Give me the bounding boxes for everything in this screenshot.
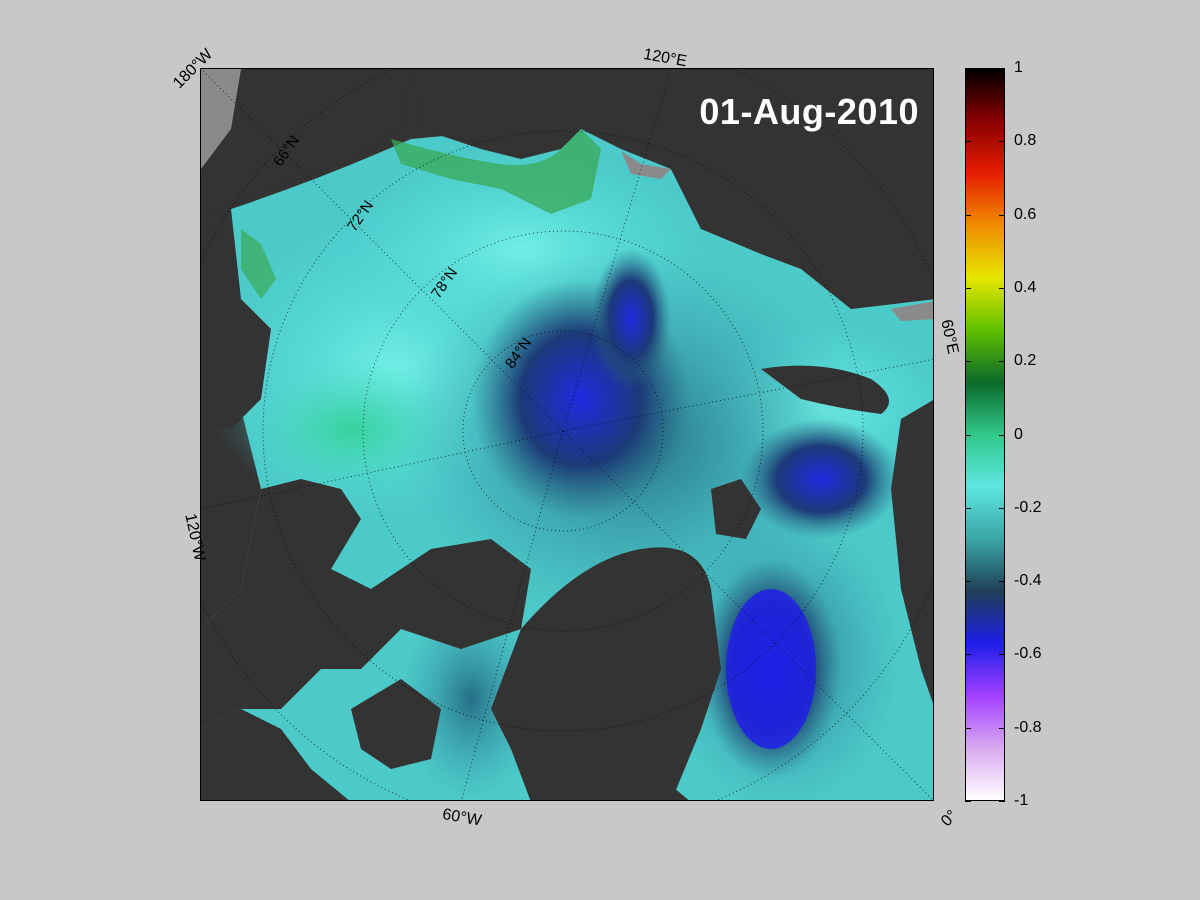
colorbar-tick-label: -0.6 [1014,645,1042,663]
polar-stereographic-map [201,69,933,800]
colorbar-tick-label: -0.4 [1014,572,1042,590]
colorbar [965,68,1005,801]
colorbar-tick-mark [965,141,971,143]
land-masses [201,69,933,800]
colorbar-tick-mark [965,727,971,729]
colorbar-tick-label: -1 [1014,792,1029,809]
colorbar-tick-mark [965,68,971,69]
date-label: 01-Aug-2010 [699,91,919,132]
graticule [201,69,933,800]
lon-label-60e: 60°E [937,318,962,356]
colorbar-tick-mark [999,287,1005,289]
colorbar-tick-mark [999,141,1005,143]
colorbar-tick-mark [999,214,1005,216]
colorbar-tick-mark [965,434,971,436]
colorbar-tick-mark [965,654,971,656]
colorbar-tick-label: 0.2 [1014,352,1037,370]
colorbar-tick-mark [999,507,1005,509]
map-panel: 01-Aug-2010 [200,68,934,801]
colorbar-tick-mark [999,581,1005,583]
ice-shelves [201,69,933,321]
colorbar-tick-mark [965,214,971,216]
colorbar-tick-mark [965,581,971,583]
colorbar-tick-label: -0.8 [1014,718,1042,736]
colorbar-tick-label: 0 [1014,425,1023,443]
colorbar-tick-mark [999,801,1005,802]
lon-label-60w: 60°W [441,806,483,830]
colorbar-tick-mark [999,361,1005,363]
lon-label-0: 0° [938,807,961,831]
colorbar-tick-mark [999,727,1005,729]
colorbar-tick-label: 0.8 [1014,132,1037,150]
colorbar-tick-mark [965,287,971,289]
colorbar-tick-label: -0.2 [1014,498,1042,516]
colorbar-tick-mark [999,434,1005,436]
colorbar-tick-label: 0.6 [1014,205,1037,223]
colorbar-tick-mark [999,654,1005,656]
colorbar-tick-mark [965,507,971,509]
colorbar-tick-mark [965,801,971,802]
colorbar-tick-mark [965,361,971,363]
colorbar-tick-label: 0.4 [1014,278,1037,296]
colorbar-tick-label: 1 [1014,59,1023,76]
colorbar-tick-mark [999,68,1005,69]
